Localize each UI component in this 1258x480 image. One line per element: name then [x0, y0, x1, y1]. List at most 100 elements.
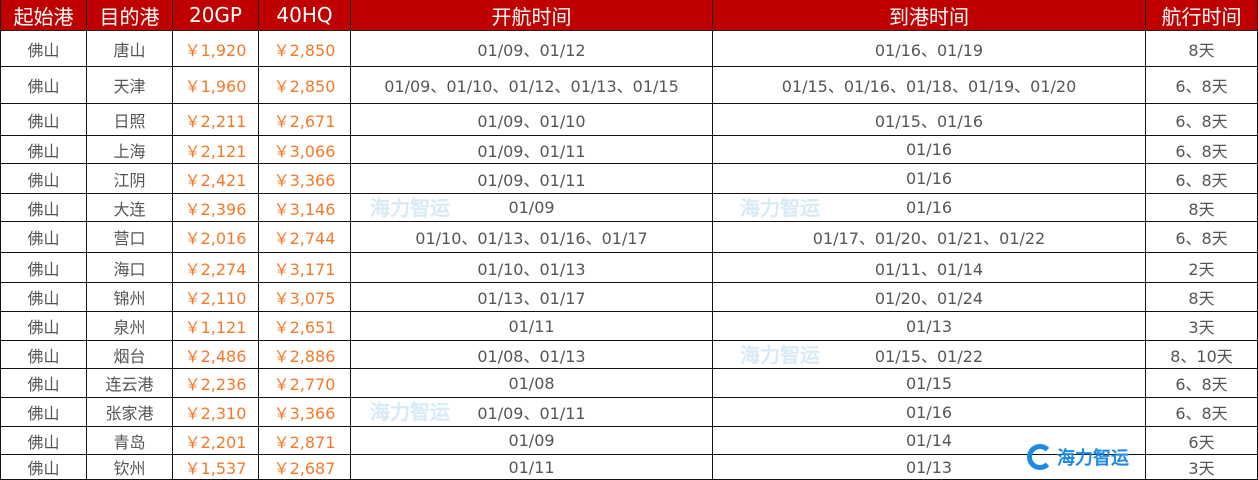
table-row: 佛山 泉州 ￥1,121 ￥2,651 01/11 01/13 3天 [0, 311, 1258, 341]
cell-20gp: ￥2,421 [172, 163, 259, 194]
header-departure-dates: 开航时间 [350, 0, 713, 31]
cell-40hq: ￥2,651 [258, 311, 351, 341]
cell-40hq: ￥2,850 [258, 30, 351, 67]
cell-origin-port: 佛山 [0, 397, 87, 427]
header-row: 起始港 目的港 20GP 40HQ 开航时间 到港时间 航行时间 [0, 0, 1258, 31]
cell-transit-time: 8天 [1145, 282, 1258, 312]
cell-20gp: ￥2,274 [172, 252, 259, 283]
cell-arrival-dates: 01/17、01/20、01/21、01/22 [712, 221, 1146, 253]
cell-arrival-dates: 01/20、01/24 [712, 282, 1146, 312]
cell-origin-port: 佛山 [0, 311, 87, 341]
cell-departure-dates: 01/09、01/10 [350, 103, 713, 136]
cell-40hq: ￥2,886 [258, 340, 351, 369]
cell-destination-port: 青岛 [86, 426, 173, 455]
cell-departure-dates: 01/08、01/13 [350, 340, 713, 369]
cell-arrival-dates: 01/16 [712, 397, 1146, 427]
cell-origin-port: 佛山 [0, 282, 87, 312]
header-40hq: 40HQ [258, 0, 351, 31]
cell-20gp: ￥2,121 [172, 135, 259, 164]
cell-origin-port: 佛山 [0, 193, 87, 222]
cell-arrival-dates: 01/13 [712, 311, 1146, 341]
header-arrival-dates: 到港时间 [712, 0, 1146, 31]
cell-40hq: ￥2,850 [258, 66, 351, 104]
cell-transit-time: 6、8天 [1145, 103, 1258, 136]
table-row: 佛山 烟台 ￥2,486 ￥2,886 01/08、01/13 01/15、01/22 8、… [0, 340, 1258, 369]
cell-arrival-dates: 01/16、01/19 [712, 30, 1146, 67]
cell-20gp: ￥2,211 [172, 103, 259, 136]
cell-20gp: ￥2,110 [172, 282, 259, 312]
header-20gp: 20GP [172, 0, 259, 31]
cell-20gp: ￥2,310 [172, 397, 259, 427]
brand-logo: 海力智运 [1027, 444, 1129, 470]
cell-40hq: ￥3,066 [258, 135, 351, 164]
cell-destination-port: 上海 [86, 135, 173, 164]
cell-transit-time: 6、8天 [1145, 397, 1258, 427]
table-row: 佛山 张家港 ￥2,310 ￥3,366 01/09、01/11 01/16 6、8天 [0, 397, 1258, 427]
cell-origin-port: 佛山 [0, 135, 87, 164]
cell-departure-dates: 01/09 [350, 193, 713, 222]
cell-transit-time: 2天 [1145, 252, 1258, 283]
cell-40hq: ￥3,171 [258, 252, 351, 283]
table-row: 佛山 唐山 ￥1,920 ￥2,850 01/09、01/12 01/16、01/19 8天 [0, 30, 1258, 67]
cell-destination-port: 连云港 [86, 368, 173, 398]
cell-departure-dates: 01/09、01/10、01/12、01/13、01/15 [350, 66, 713, 104]
cell-departure-dates: 01/09、01/11 [350, 397, 713, 427]
cell-origin-port: 佛山 [0, 252, 87, 283]
cell-origin-port: 佛山 [0, 103, 87, 136]
cell-arrival-dates: 01/11、01/14 [712, 252, 1146, 283]
cell-destination-port: 泉州 [86, 311, 173, 341]
cell-40hq: ￥2,871 [258, 426, 351, 455]
cell-origin-port: 佛山 [0, 426, 87, 455]
table-row: 佛山 大连 ￥2,396 ￥3,146 01/09 01/16 8天 [0, 193, 1258, 222]
cell-origin-port: 佛山 [0, 340, 87, 369]
cell-arrival-dates: 01/15、01/16、01/18、01/19、01/20 [712, 66, 1146, 104]
table-row: 佛山 营口 ￥2,016 ￥2,744 01/10、01/13、01/16、01/17 0… [0, 221, 1258, 253]
cell-destination-port: 江阴 [86, 163, 173, 194]
cell-destination-port: 唐山 [86, 30, 173, 67]
cell-transit-time: 3天 [1145, 311, 1258, 341]
cell-destination-port: 海口 [86, 252, 173, 283]
cell-departure-dates: 01/11 [350, 311, 713, 341]
cell-departure-dates: 01/09、01/11 [350, 163, 713, 194]
cell-20gp: ￥2,016 [172, 221, 259, 253]
table-row: 佛山 日照 ￥2,211 ￥2,671 01/09、01/10 01/15、01/16 6、… [0, 103, 1258, 136]
cell-20gp: ￥1,121 [172, 311, 259, 341]
table-row: 佛山 锦州 ￥2,110 ￥3,075 01/13、01/17 01/20、01/24 8天 [0, 282, 1258, 312]
cell-arrival-dates: 01/15、01/22 [712, 340, 1146, 369]
cell-destination-port: 锦州 [86, 282, 173, 312]
cell-departure-dates: 01/08 [350, 368, 713, 398]
cell-departure-dates: 01/09、01/12 [350, 30, 713, 67]
cell-departure-dates: 01/09 [350, 426, 713, 455]
cell-20gp: ￥2,201 [172, 426, 259, 455]
header-origin-port: 起始港 [0, 0, 87, 31]
cell-20gp: ￥2,396 [172, 193, 259, 222]
cell-arrival-dates: 01/15、01/16 [712, 103, 1146, 136]
cell-destination-port: 天津 [86, 66, 173, 104]
cell-20gp: ￥1,920 [172, 30, 259, 67]
cell-40hq: ￥2,744 [258, 221, 351, 253]
table-row: 佛山 天津 ￥1,960 ￥2,850 01/09、01/10、01/12、01/13、… [0, 66, 1258, 104]
cell-40hq: ￥2,770 [258, 368, 351, 398]
cell-40hq: ￥3,075 [258, 282, 351, 312]
cell-origin-port: 佛山 [0, 30, 87, 67]
cell-destination-port: 大连 [86, 193, 173, 222]
cell-transit-time: 6、8天 [1145, 163, 1258, 194]
cell-40hq: ￥3,366 [258, 163, 351, 194]
cell-destination-port: 烟台 [86, 340, 173, 369]
cell-transit-time: 6、8天 [1145, 135, 1258, 164]
cell-20gp: ￥2,236 [172, 368, 259, 398]
cell-destination-port: 张家港 [86, 397, 173, 427]
cell-origin-port: 佛山 [0, 163, 87, 194]
cell-destination-port: 营口 [86, 221, 173, 253]
cell-transit-time: 8、10天 [1145, 340, 1258, 369]
table-row: 佛山 江阴 ￥2,421 ￥3,366 01/09、01/11 01/16 6、8天 [0, 163, 1258, 194]
table-row: 佛山 青岛 ￥2,201 ￥2,871 01/09 01/14 6天 [0, 426, 1258, 455]
cell-origin-port: 佛山 [0, 66, 87, 104]
cell-departure-dates: 01/13、01/17 [350, 282, 713, 312]
table-row: 佛山 海口 ￥2,274 ￥3,171 01/10、01/13 01/11、01/14 2天 [0, 252, 1258, 283]
cell-40hq: ￥2,671 [258, 103, 351, 136]
cell-transit-time: 6、8天 [1145, 368, 1258, 398]
cell-departure-dates: 01/10、01/13、01/16、01/17 [350, 221, 713, 253]
cell-arrival-dates: 01/16 [712, 135, 1146, 164]
